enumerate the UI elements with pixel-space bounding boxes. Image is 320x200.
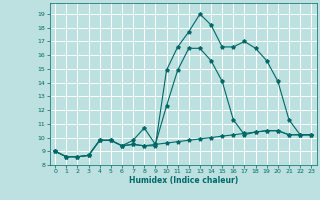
- X-axis label: Humidex (Indice chaleur): Humidex (Indice chaleur): [129, 176, 238, 185]
